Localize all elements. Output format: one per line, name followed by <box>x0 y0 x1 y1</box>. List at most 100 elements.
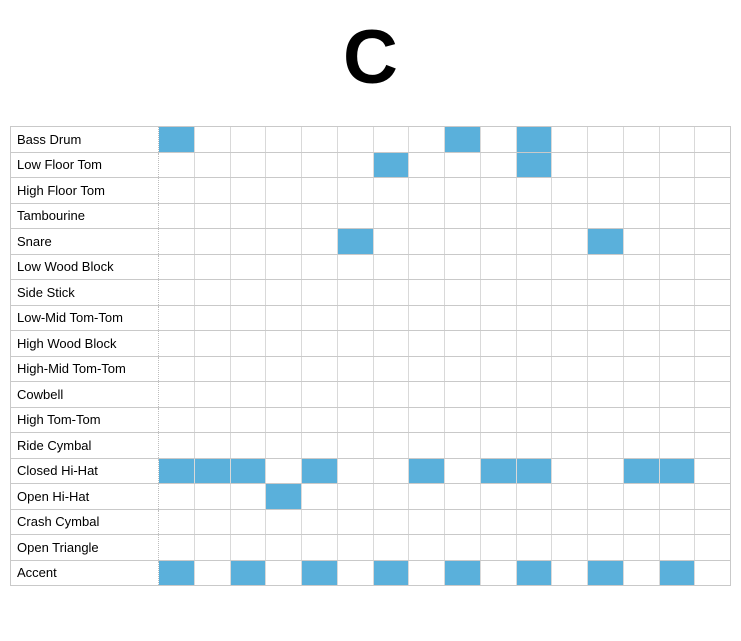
beat-cell-off <box>695 331 730 356</box>
beat-cell-off <box>445 331 481 356</box>
grid-row: Accent <box>11 561 730 587</box>
grid-row: Ride Cymbal <box>11 433 730 459</box>
beat-cell-off <box>409 382 445 407</box>
beat-cell-off <box>195 510 231 535</box>
beat-cell-off <box>481 331 517 356</box>
beat-cell-off <box>338 127 374 152</box>
beat-cell-off <box>409 255 445 280</box>
beat-cell-off <box>588 204 624 229</box>
beat-cell-off <box>338 178 374 203</box>
grid-row: Closed Hi-Hat <box>11 459 730 485</box>
beat-cell-off <box>231 178 267 203</box>
beat-cell-off <box>552 510 588 535</box>
row-label: High Wood Block <box>11 331 159 356</box>
beat-cell-off <box>266 280 302 305</box>
beat-cell-off <box>624 280 660 305</box>
beat-cell-off <box>302 433 338 458</box>
beat-cell-off <box>517 229 553 254</box>
beat-cell-off <box>195 433 231 458</box>
beat-cell-off <box>660 153 696 178</box>
beat-cell-off <box>517 255 553 280</box>
beat-cell-off <box>624 484 660 509</box>
beat-cell-off <box>517 306 553 331</box>
beat-cell-off <box>552 561 588 586</box>
beat-cell-off <box>588 408 624 433</box>
beat-cell-off <box>302 204 338 229</box>
beat-cell-off <box>159 280 195 305</box>
beat-cell-off <box>481 510 517 535</box>
beat-cell-off <box>231 127 267 152</box>
beat-cell-off <box>266 153 302 178</box>
beat-cell-off <box>266 127 302 152</box>
beat-cell-off <box>409 306 445 331</box>
beat-cell-off <box>517 331 553 356</box>
grid-row: High Wood Block <box>11 331 730 357</box>
beat-cell-off <box>338 459 374 484</box>
beat-cell-off <box>552 178 588 203</box>
beat-cell-off <box>588 280 624 305</box>
beat-cell-on <box>302 459 338 484</box>
beat-cell-off <box>374 331 410 356</box>
beat-cell-off <box>552 331 588 356</box>
beat-cell-off <box>302 255 338 280</box>
beat-cell-off <box>338 484 374 509</box>
beat-cell-off <box>552 280 588 305</box>
beat-cell-on <box>517 127 553 152</box>
beat-cell-off <box>552 433 588 458</box>
beat-cell-off <box>231 331 267 356</box>
beat-cell-off <box>445 357 481 382</box>
beat-cell-off <box>624 255 660 280</box>
beat-cell-off <box>695 255 730 280</box>
beat-cell-off <box>338 382 374 407</box>
beat-cell-off <box>266 408 302 433</box>
beat-cell-off <box>231 204 267 229</box>
beat-cell-off <box>409 127 445 152</box>
beat-cell-off <box>374 204 410 229</box>
beat-cell-off <box>624 153 660 178</box>
beat-cell-off <box>445 280 481 305</box>
beat-cell-off <box>409 510 445 535</box>
beat-cell-off <box>481 382 517 407</box>
grid-row: Bass Drum <box>11 127 730 153</box>
beat-cell-off <box>409 357 445 382</box>
beat-cell-off <box>231 306 267 331</box>
beat-cell-off <box>481 178 517 203</box>
row-label: Low-Mid Tom-Tom <box>11 306 159 331</box>
beat-cell-on <box>195 459 231 484</box>
beat-cell-off <box>374 255 410 280</box>
row-cells <box>159 408 730 433</box>
beat-cell-off <box>695 127 730 152</box>
beat-cell-off <box>195 178 231 203</box>
grid-row: Low-Mid Tom-Tom <box>11 306 730 332</box>
beat-cell-off <box>445 382 481 407</box>
beat-cell-off <box>195 561 231 586</box>
beat-cell-off <box>552 484 588 509</box>
beat-cell-off <box>660 357 696 382</box>
beat-cell-off <box>338 255 374 280</box>
row-cells <box>159 280 730 305</box>
grid-row: Low Wood Block <box>11 255 730 281</box>
beat-cell-off <box>660 484 696 509</box>
beat-cell-off <box>159 484 195 509</box>
row-label: Open Triangle <box>11 535 159 560</box>
beat-cell-off <box>445 510 481 535</box>
grid-row: Low Floor Tom <box>11 153 730 179</box>
beat-cell-off <box>159 535 195 560</box>
beat-cell-off <box>481 153 517 178</box>
beat-cell-off <box>445 535 481 560</box>
beat-cell-off <box>624 357 660 382</box>
beat-cell-off <box>374 510 410 535</box>
beat-cell-off <box>231 433 267 458</box>
grid-row: Crash Cymbal <box>11 510 730 536</box>
beat-cell-off <box>481 561 517 586</box>
row-label: Ride Cymbal <box>11 433 159 458</box>
beat-cell-on <box>588 561 624 586</box>
beat-cell-off <box>695 204 730 229</box>
beat-cell-off <box>588 255 624 280</box>
beat-cell-off <box>445 255 481 280</box>
beat-cell-off <box>660 535 696 560</box>
beat-cell-off <box>266 510 302 535</box>
row-label: Low Floor Tom <box>11 153 159 178</box>
beat-cell-off <box>588 357 624 382</box>
beat-cell-off <box>195 408 231 433</box>
